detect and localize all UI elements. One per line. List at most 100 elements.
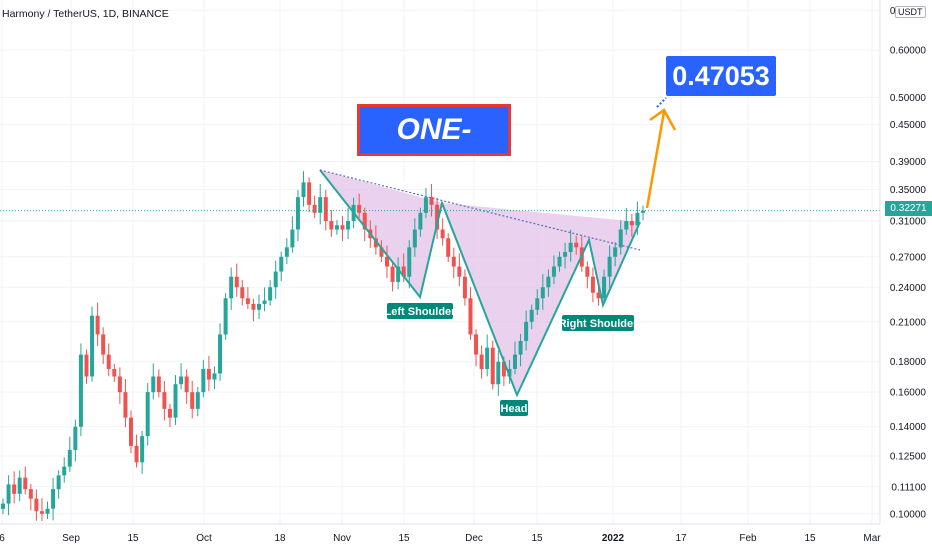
x-tick-label: Dec bbox=[465, 533, 483, 544]
last-price-tag: 0.32271 bbox=[885, 201, 932, 216]
candle-down bbox=[501, 361, 506, 377]
candle-up bbox=[563, 252, 568, 257]
y-tick-label: 0.12500 bbox=[890, 452, 927, 463]
x-tick-label: Mar bbox=[863, 533, 881, 544]
pattern-overlay: Left Shoulder Head Right Shoulder bbox=[0, 97, 880, 416]
candle-up bbox=[407, 247, 412, 277]
candle-up bbox=[418, 212, 423, 230]
candle-down bbox=[134, 445, 139, 463]
candle-up bbox=[90, 315, 95, 377]
candle-down bbox=[23, 477, 28, 490]
candle-down bbox=[390, 266, 395, 282]
candle-down bbox=[468, 298, 473, 335]
head-label: Head bbox=[501, 403, 528, 415]
candle-up bbox=[613, 247, 618, 257]
x-tick-label: Oct bbox=[196, 533, 212, 544]
candle-down bbox=[474, 334, 479, 355]
neckline bbox=[319, 169, 641, 251]
candle-down bbox=[190, 392, 195, 409]
projection-arrow bbox=[645, 111, 666, 209]
candle-up bbox=[423, 197, 428, 213]
candle-up bbox=[535, 298, 540, 310]
candle-down bbox=[429, 197, 434, 205]
candle-down bbox=[162, 392, 167, 409]
x-tick-label: 17 bbox=[675, 533, 687, 544]
candle-up bbox=[78, 354, 83, 427]
candle-down bbox=[357, 204, 362, 213]
y-tick-label: 0.60000 bbox=[890, 46, 927, 57]
y-tick-label: 0.21000 bbox=[890, 317, 927, 328]
candle-up bbox=[301, 182, 306, 198]
candle-up bbox=[607, 256, 612, 277]
candle-up bbox=[201, 368, 206, 393]
candle-down bbox=[373, 238, 378, 248]
y-tick-label: 0.14000 bbox=[890, 422, 927, 433]
y-tick-label: 0.11100 bbox=[891, 482, 926, 493]
candle-up bbox=[641, 210, 645, 213]
candle-down bbox=[234, 276, 239, 288]
candle-up bbox=[496, 361, 501, 385]
y-tick-label: 0.31000 bbox=[890, 217, 927, 228]
candle-down bbox=[362, 212, 367, 230]
candle-up bbox=[262, 300, 267, 304]
x-tick-label: 2022 bbox=[602, 533, 625, 544]
candle-down bbox=[95, 315, 100, 335]
candle-up bbox=[507, 368, 512, 377]
candle-down bbox=[329, 221, 334, 230]
candle-down bbox=[206, 368, 211, 380]
candle-down bbox=[28, 489, 33, 499]
candle-up bbox=[551, 266, 556, 277]
candle-down bbox=[379, 247, 384, 257]
candle-down bbox=[307, 182, 312, 205]
candle-up bbox=[62, 466, 67, 476]
price-axis[interactable]: 0.700000.600000.500000.450000.390000.350… bbox=[890, 6, 927, 520]
candle-up bbox=[67, 449, 72, 467]
candle-down bbox=[12, 484, 17, 494]
x-tick-label: Nov bbox=[333, 533, 351, 544]
candle-down bbox=[440, 229, 445, 239]
time-axis[interactable]: 6 Sep 15 Oct 18 Nov 15 Dec 15 2022 17 Feb 15 Mar bbox=[0, 533, 881, 544]
candle-down bbox=[340, 225, 345, 230]
candle-down bbox=[123, 392, 128, 418]
candle-down bbox=[490, 347, 495, 385]
candle-down bbox=[39, 511, 44, 514]
candle-up bbox=[257, 303, 261, 310]
candle-down bbox=[574, 242, 579, 248]
candle-down bbox=[629, 221, 634, 226]
candle-up bbox=[268, 287, 273, 301]
currency-unit-badge[interactable]: USDT bbox=[895, 6, 926, 18]
candle-up bbox=[618, 229, 623, 248]
y-tick-label: 0.16000 bbox=[890, 388, 927, 399]
candle-down bbox=[84, 354, 89, 377]
candle-up bbox=[273, 271, 278, 288]
candle-up bbox=[173, 384, 178, 418]
candle-up bbox=[279, 256, 284, 272]
projection-arrowhead bbox=[649, 108, 677, 131]
y-tick-label: 0.18000 bbox=[890, 357, 927, 368]
x-tick-label: Sep bbox=[62, 533, 80, 544]
candle-up bbox=[295, 197, 300, 230]
head-and-shoulders-pattern bbox=[320, 170, 640, 395]
candle-up bbox=[140, 436, 145, 463]
candle-down bbox=[457, 266, 462, 277]
candle-up bbox=[284, 247, 289, 257]
candle-up bbox=[513, 354, 517, 369]
candle-up bbox=[602, 276, 607, 299]
candle-down bbox=[462, 276, 467, 299]
head-label-bg bbox=[500, 400, 528, 416]
candle-up bbox=[1, 503, 5, 509]
candle-down bbox=[385, 256, 389, 267]
candle-down bbox=[446, 238, 451, 257]
x-tick-label: 15 bbox=[127, 533, 139, 544]
x-tick-label: 6 bbox=[0, 533, 5, 544]
pattern-outline bbox=[319, 169, 641, 398]
candle-up bbox=[518, 340, 523, 355]
candle-down bbox=[184, 376, 189, 393]
candle-up bbox=[195, 392, 200, 409]
candle-down bbox=[451, 256, 456, 267]
candle-down bbox=[596, 292, 601, 299]
candle-up bbox=[45, 508, 50, 514]
symbol-banner: ONE-USDT bbox=[357, 104, 511, 192]
pattern-fill bbox=[320, 170, 640, 395]
